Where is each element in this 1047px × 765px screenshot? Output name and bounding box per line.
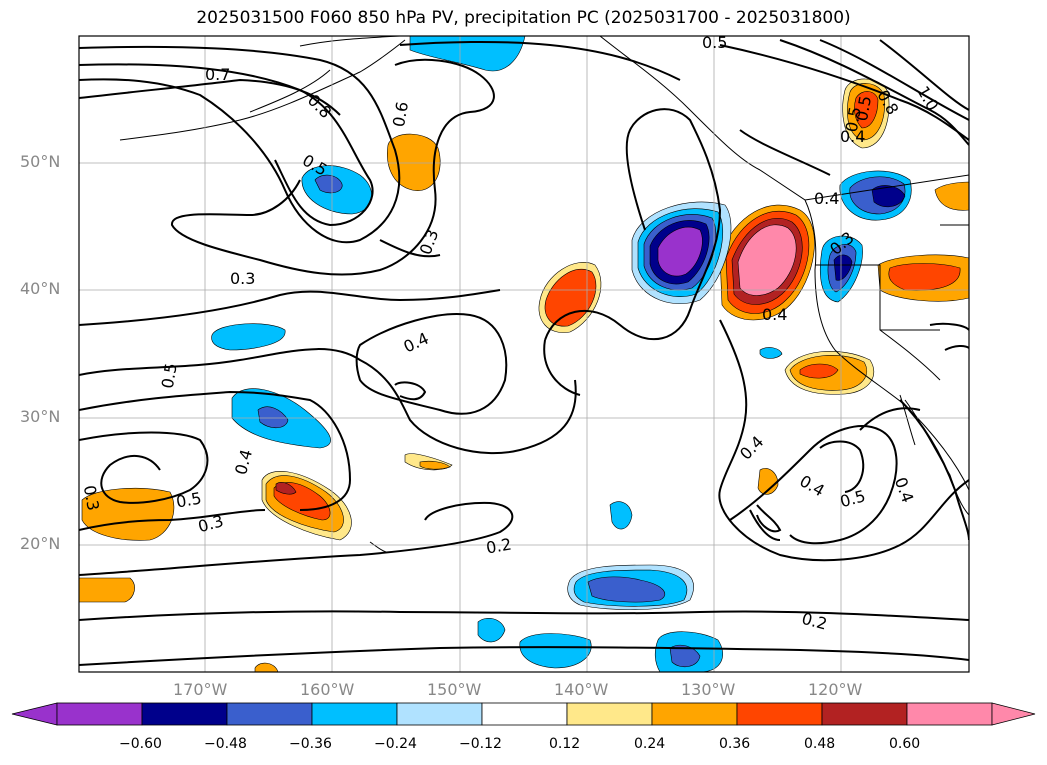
map-title: 2025031500 F060 850 hPa PV, precipitatio… bbox=[196, 8, 851, 28]
lon-label: 150°W bbox=[427, 680, 482, 699]
lat-label: 20°N bbox=[20, 534, 61, 553]
contour-label: 0.5 bbox=[702, 33, 727, 52]
colorbar-tick-label: 0.60 bbox=[889, 736, 921, 752]
colorbar-tick-label: −0.12 bbox=[459, 736, 502, 752]
contour-label: 0.5 bbox=[842, 105, 865, 133]
colorbar-bin bbox=[481, 702, 568, 726]
contour-label: 0.4 bbox=[840, 127, 865, 146]
contour-label: 0.5 bbox=[852, 94, 875, 122]
lon-label: 140°W bbox=[554, 680, 609, 699]
graticule bbox=[79, 36, 969, 672]
colorbar-extend-min bbox=[11, 702, 58, 726]
lat-label: 30°N bbox=[20, 407, 61, 426]
colorbar-tick-label: 0.24 bbox=[634, 736, 666, 752]
colorbar-bin bbox=[736, 702, 823, 726]
contour-label: 0.5 bbox=[158, 362, 181, 390]
map-frame bbox=[78, 35, 970, 673]
contour-label: 0.5 bbox=[175, 488, 203, 511]
contour-label: 0.2 bbox=[485, 534, 513, 557]
map-area: 0.5 0.7 0.8 0.6 0.5 0.3 0.3 0.4 0.5 0.4 … bbox=[79, 33, 969, 672]
colorbar-bin bbox=[56, 702, 143, 726]
colorbar-bin bbox=[311, 702, 398, 726]
colorbar-tick-label: −0.48 bbox=[204, 736, 247, 752]
colorbar-tick-label: 0.48 bbox=[804, 736, 836, 752]
colorbar-tick-label: −0.36 bbox=[289, 736, 332, 752]
colorbar-tick-label: 0.12 bbox=[549, 736, 581, 752]
colorbar-bin bbox=[141, 702, 228, 726]
colorbar bbox=[11, 702, 1036, 726]
lon-label: 160°W bbox=[300, 680, 355, 699]
contour-label: 0.3 bbox=[230, 269, 255, 288]
colorbar-tick-label: −0.24 bbox=[374, 736, 417, 752]
colorbar-tick-label: 0.36 bbox=[719, 736, 751, 752]
lon-label: 130°W bbox=[681, 680, 736, 699]
colorbar-bin bbox=[226, 702, 313, 726]
pv-contours bbox=[79, 39, 969, 666]
lon-label: 170°W bbox=[173, 680, 228, 699]
contour-label: 0.6 bbox=[389, 100, 412, 128]
lat-label: 40°N bbox=[20, 279, 61, 298]
colorbar-bin bbox=[396, 702, 483, 726]
colorbar-bin bbox=[566, 702, 653, 726]
lat-label: 50°N bbox=[20, 152, 61, 171]
colorbar-extend-max bbox=[991, 702, 1036, 726]
contour-label: 0.4 bbox=[814, 189, 839, 208]
lon-label: 120°W bbox=[808, 680, 863, 699]
precip-shading bbox=[79, 36, 969, 672]
contour-label: 0.4 bbox=[762, 305, 787, 324]
colorbar-bin bbox=[651, 702, 738, 726]
colorbar-bin bbox=[821, 702, 908, 726]
colorbar-bin bbox=[906, 702, 993, 726]
colorbar-tick-label: −0.60 bbox=[119, 736, 162, 752]
contour-label: 0.7 bbox=[205, 65, 230, 84]
contour-label: 0.3 bbox=[80, 484, 103, 512]
